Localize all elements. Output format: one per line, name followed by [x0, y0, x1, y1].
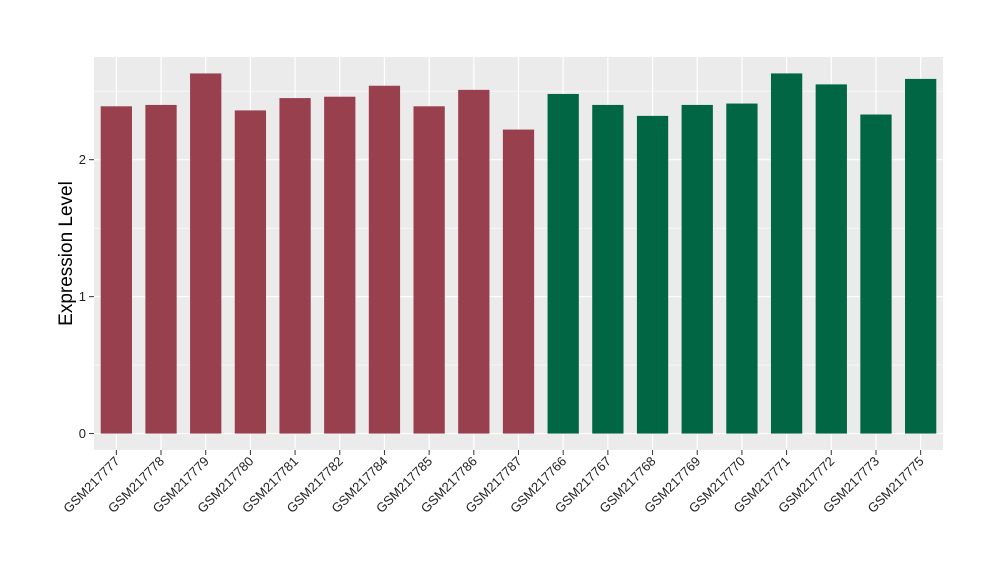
- bar-GSM217785: [413, 106, 445, 434]
- bar-GSM217769: [681, 104, 713, 434]
- x-axis: GSM217777GSM217778GSM217779GSM217780GSM2…: [60, 450, 927, 516]
- bar-GSM217778: [145, 104, 177, 434]
- bar-GSM217779: [190, 73, 222, 434]
- y-tick-label: 1: [79, 289, 86, 304]
- bar-GSM217767: [592, 104, 624, 434]
- bar-GSM217782: [324, 96, 356, 434]
- bars: [100, 73, 937, 434]
- y-axis: 0 1 2: [79, 152, 94, 441]
- bar-GSM217780: [234, 110, 267, 434]
- bar-GSM217771: [770, 73, 803, 434]
- bar-GSM217770: [726, 103, 758, 434]
- bar-GSM217772: [815, 84, 847, 434]
- bar-GSM217781: [279, 98, 311, 434]
- bar-GSM217766: [547, 93, 579, 434]
- bar-GSM217787: [502, 129, 535, 434]
- y-tick-label: 2: [79, 152, 86, 167]
- bar-GSM217777: [100, 106, 132, 434]
- y-tick-label: 0: [79, 426, 86, 441]
- bar-GSM217768: [636, 115, 669, 434]
- bar-GSM217773: [860, 114, 892, 434]
- bar-GSM217784: [368, 85, 401, 434]
- bar-GSM217775: [905, 78, 937, 434]
- bar-GSM217786: [458, 89, 490, 434]
- y-axis-title: Expression Level: [56, 181, 77, 326]
